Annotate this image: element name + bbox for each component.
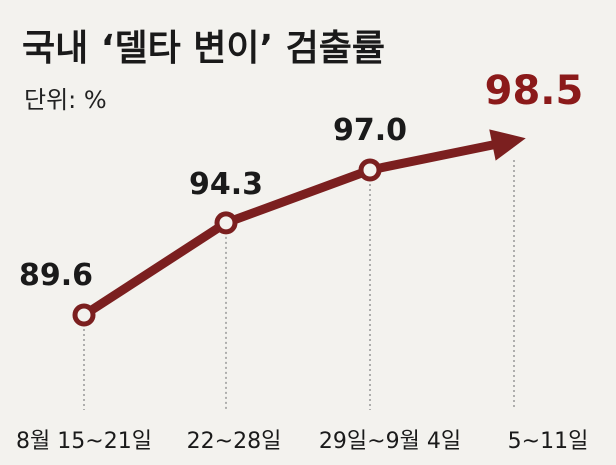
x-tick-label-4: 5~11일	[508, 429, 589, 454]
point-marker-1	[72, 303, 96, 327]
value-labels: 89.6 94.3 97.0 98.5	[19, 68, 583, 293]
series-segment-2	[221, 165, 375, 228]
x-tick-label-3: 29일~9월 4일	[319, 429, 461, 454]
value-label-3: 97.0	[333, 113, 407, 148]
series-segment-1	[79, 218, 231, 320]
chart-title: 국내 ‘델타 변이’ 검출률	[22, 28, 385, 69]
x-tick-label-2: 22~28일	[187, 429, 282, 454]
unit-label: 단위: %	[24, 86, 107, 114]
series-line-group	[79, 129, 526, 320]
point-markers	[72, 158, 382, 327]
value-label-1: 89.6	[19, 258, 93, 293]
x-axis-tick-labels: 8월 15~21일 22~28일 29일~9월 4일 5~11일	[16, 429, 588, 454]
series-segment-3	[365, 140, 499, 175]
x-tick-label-1: 8월 15~21일	[16, 429, 152, 454]
value-label-4: 98.5	[485, 68, 584, 114]
value-label-2: 94.3	[189, 167, 263, 202]
point-marker-3	[358, 158, 382, 182]
point-marker-2	[214, 211, 238, 235]
series-arrowhead	[489, 129, 526, 161]
guide-lines	[83, 160, 515, 410]
